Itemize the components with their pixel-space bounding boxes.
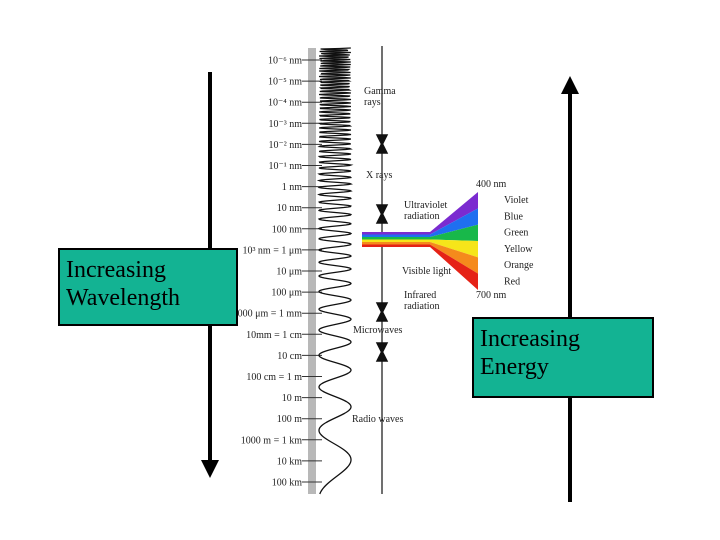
color-label-blue: Blue [504, 211, 523, 222]
spectrum-band-violet [362, 192, 478, 235]
spectrum-band-blue [362, 208, 478, 237]
nm-400-label: 400 nm [476, 179, 507, 190]
scale-label: 100 m [277, 414, 303, 425]
scale-label: 10⁻¹ nm [268, 161, 302, 172]
microwaves-label: Microwaves [353, 325, 403, 336]
scale-label: 10³ nm = 1 μm [242, 245, 302, 256]
band-labels: Gamma rays X rays Ultraviolet radiation Vi… [352, 86, 451, 425]
scale-label: 10⁻⁴ nm [268, 98, 302, 109]
color-label-green: Green [504, 228, 528, 239]
color-label-orange: Orange [504, 260, 534, 271]
energy-arrow-head [561, 76, 579, 94]
scale-label: 100 μm [271, 288, 302, 299]
ir-label: Infrared radiation [404, 290, 440, 312]
scale-label: 100 km [272, 478, 303, 489]
scale-label: 10 μm [276, 267, 302, 278]
scale-label: 100 cm = 1 m [246, 372, 302, 383]
wavelength-wave [316, 47, 354, 495]
scale-label: 100 nm [272, 224, 303, 235]
visible-label: Visible light [402, 266, 451, 277]
color-label-violet: Violet [504, 195, 529, 206]
scale-label: 10 km [277, 456, 303, 467]
scale-label: 10⁻⁶ nm [268, 56, 302, 67]
nm-700-label: 700 nm [476, 290, 507, 301]
increasing-energy-box: Increasing Energy [472, 317, 654, 398]
spectrum-band-yellow [362, 239, 478, 258]
radio-label: Radio waves [352, 414, 403, 425]
scale-label: 10⁻² nm [268, 140, 302, 151]
scale-label: 10 nm [277, 203, 303, 214]
band-arrows [375, 134, 389, 362]
scale-label: 10 m [282, 393, 303, 404]
wavelength-arrow-head [201, 460, 219, 478]
scale-label: 10mm = 1 cm [246, 330, 302, 341]
xray-label: X rays [366, 170, 392, 181]
scale-label: 1000 m = 1 km [241, 435, 302, 446]
increasing-wavelength-box: Increasing Wavelength [58, 248, 238, 326]
color-label-red: Red [504, 277, 520, 288]
scale-label: 10 cm [277, 351, 302, 362]
scale-group: 10⁻⁶ nm 10⁻⁵ nm 10⁻⁴ nm 10⁻³ nm 10⁻² nm 10⁻¹ … [233, 56, 322, 489]
spectrum-band-orange [362, 242, 478, 274]
scale-label: 1000 μm = 1 mm [233, 309, 303, 320]
color-labels: Violet Blue Green Yellow Orange Red [504, 195, 534, 288]
scale-label: 1 nm [282, 182, 303, 193]
scale-label: 10⁻³ nm [268, 119, 302, 130]
spectrum-band-red [362, 244, 478, 290]
visible-spectrum-fan [362, 192, 478, 290]
color-label-yellow: Yellow [504, 244, 533, 255]
gamma-label: Gamma rays [364, 86, 396, 108]
spectrum-band-green [362, 224, 478, 241]
uv-label: Ultraviolet radiation [404, 200, 448, 222]
scale-label: 10⁻⁵ nm [268, 77, 302, 88]
